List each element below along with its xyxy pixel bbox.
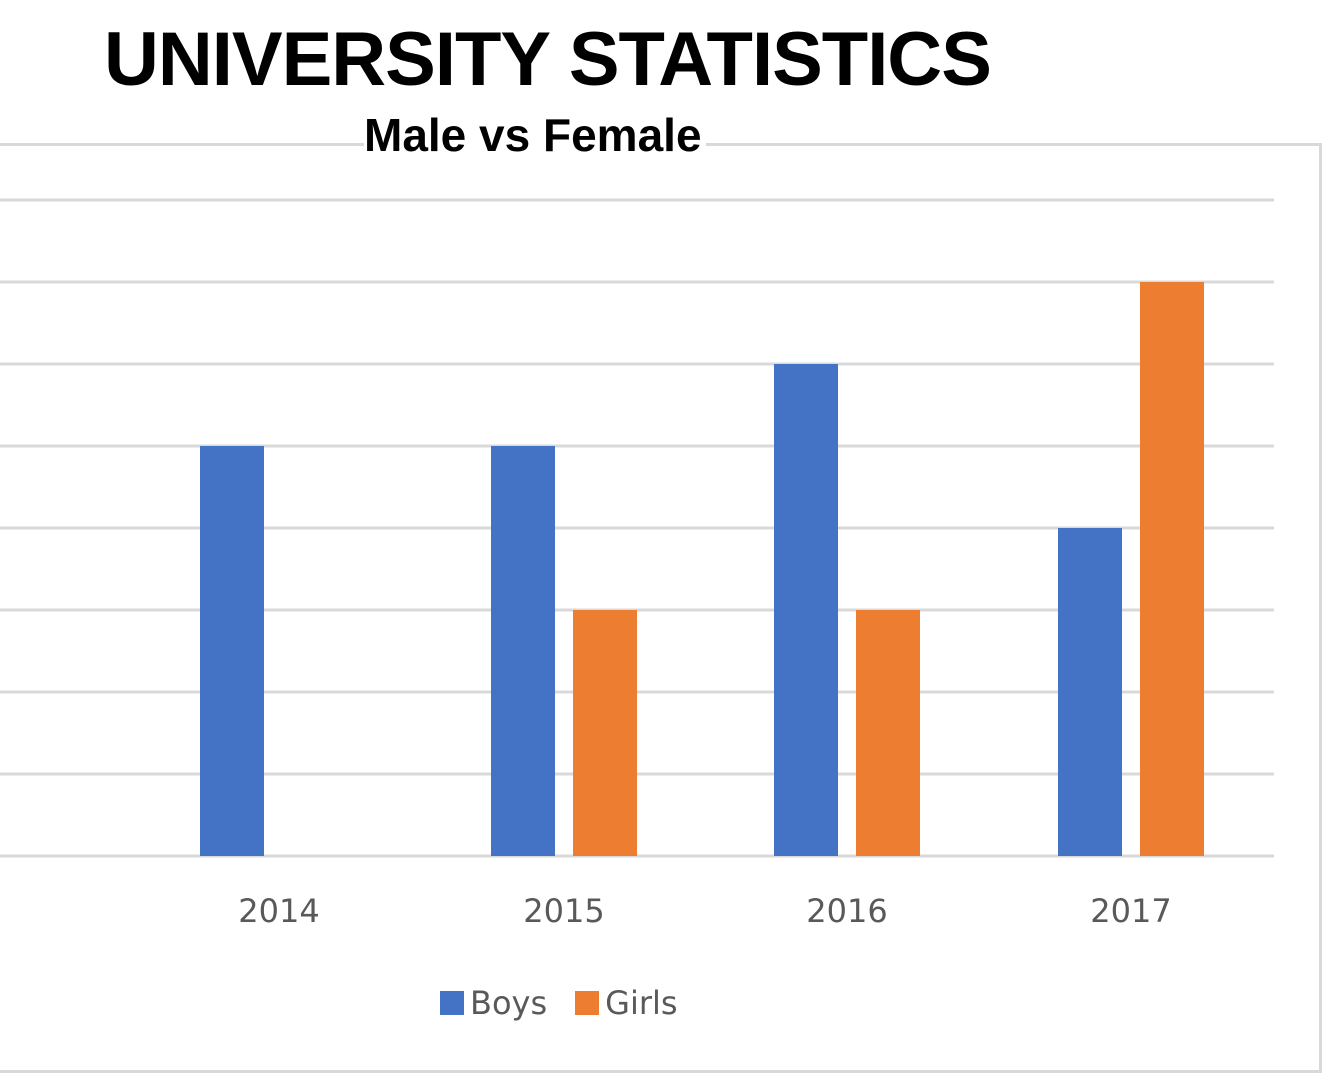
legend-swatch-girls [575, 991, 600, 1015]
x-tick-label-2015: 2015 [523, 892, 604, 930]
bar-girls-2015 [573, 610, 637, 856]
bar-boys-2014 [200, 446, 264, 856]
bar-girls-2017 [1140, 282, 1204, 856]
chart-subtitle: Male vs Female [364, 112, 706, 158]
bar-boys-2016 [774, 364, 838, 856]
legend-swatch-boys [440, 991, 464, 1015]
legend-label-girls: Girls [605, 984, 678, 1022]
x-tick-label-2016: 2016 [806, 892, 887, 930]
x-tick-label-2014: 2014 [238, 892, 319, 930]
bar-boys-2015 [491, 446, 555, 856]
x-tick-label-2017: 2017 [1090, 892, 1171, 930]
bar-girls-2016 [856, 610, 920, 856]
legend: Boys Girls [440, 984, 696, 1022]
chart-title: UNIVERSITY STATISTICS [104, 17, 992, 102]
legend-item-girls: Girls [575, 984, 678, 1022]
bars [200, 282, 1204, 856]
x-tick-labels: 2014 2015 2016 2017 [238, 892, 1171, 930]
legend-label-boys: Boys [470, 984, 548, 1022]
legend-item-boys: Boys [440, 984, 547, 1022]
bar-boys-2017 [1058, 528, 1122, 856]
